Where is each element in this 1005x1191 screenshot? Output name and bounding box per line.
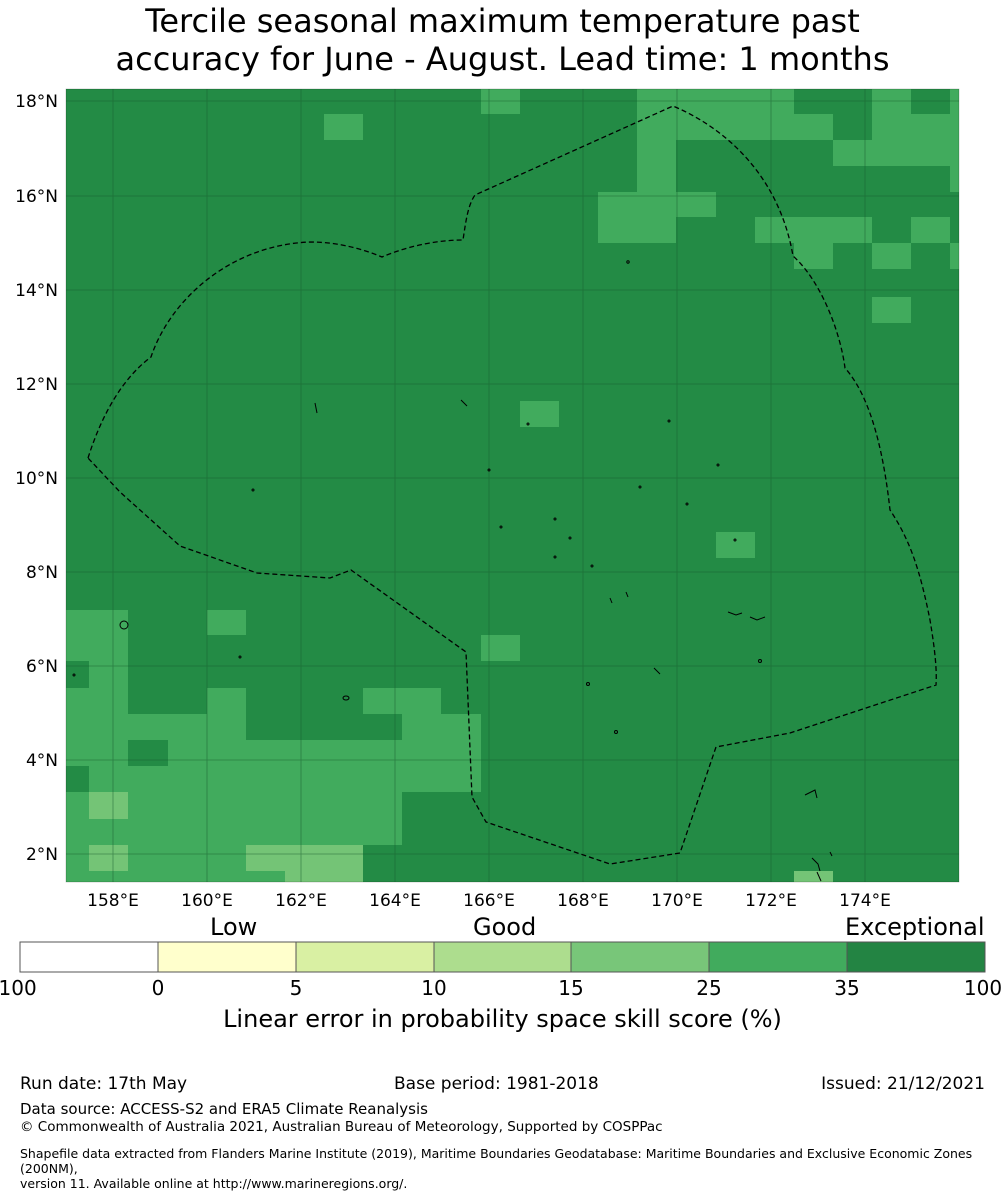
lon-label: 166°E	[463, 891, 515, 911]
lon-label: 168°E	[557, 891, 609, 911]
colorbar-segment	[19, 941, 159, 973]
colorbar-title: Linear error in probability space skill …	[223, 1005, 782, 1033]
latitude-labels: 18°N 16°N 14°N 12°N 10°N 8°N 6°N 4°N 2°N	[15, 92, 58, 865]
islands	[72, 260, 833, 882]
category-low: Low	[210, 913, 258, 941]
colorbar-segment	[433, 941, 572, 973]
lat-label: 12°N	[15, 375, 58, 395]
issued-date: Issued: 21/12/2021	[821, 1074, 985, 1094]
skill-cells-35-patches	[66, 661, 168, 792]
colorbar-segment	[570, 941, 710, 973]
shapefile-credit: Shapefile data extracted from Flanders M…	[20, 1146, 1005, 1191]
base-period: Base period: 1981-2018	[394, 1074, 599, 1094]
title-line-1: Tercile seasonal maximum temperature pas…	[145, 2, 860, 40]
colorbar-segment	[846, 941, 986, 973]
map-gridlines	[66, 89, 959, 882]
category-exceptional: Exceptional	[845, 913, 985, 941]
lat-label: 10°N	[15, 469, 58, 489]
lat-label: 4°N	[26, 751, 58, 771]
colorbar-segment	[157, 941, 297, 973]
colorbar	[19, 941, 986, 973]
lat-label: 14°N	[15, 281, 58, 301]
lon-label: 158°E	[87, 891, 139, 911]
lon-label: 172°E	[745, 891, 797, 911]
colorbar-tick: 35	[834, 976, 860, 1000]
title-line-2: accuracy for June - August. Lead time: 1…	[115, 40, 890, 78]
colorbar-tick: 0	[151, 976, 165, 1000]
data-source: Data source: ACCESS-S2 and ERA5 Climate …	[20, 1100, 428, 1118]
colorbar-tick: 15	[558, 976, 584, 1000]
eez-boundary	[87, 105, 937, 865]
lon-label: 174°E	[839, 891, 891, 911]
shapefile-credit-line-1: Shapefile data extracted from Flanders M…	[20, 1146, 973, 1176]
colorbar-tick: 25	[696, 976, 722, 1000]
colorbar-tick: -100	[0, 976, 37, 1000]
colorbar-segment	[708, 941, 848, 973]
lat-label: 16°N	[15, 187, 58, 207]
lon-label: 162°E	[275, 891, 327, 911]
colorbar-tick: 10	[421, 976, 447, 1000]
lat-label: 2°N	[26, 845, 58, 865]
run-date: Run date: 17th May	[20, 1074, 188, 1094]
lon-label: 164°E	[369, 891, 421, 911]
lat-label: 18°N	[15, 92, 58, 112]
chart-title: Tercile seasonal maximum temperature pas…	[0, 2, 1005, 78]
colorbar-tick: 5	[289, 976, 303, 1000]
longitude-labels: 158°E 160°E 162°E 164°E 166°E 168°E 170°…	[87, 891, 891, 911]
shapefile-credit-line-2: version 11. Available online at http://w…	[20, 1176, 408, 1191]
lat-label: 8°N	[26, 563, 58, 583]
skill-cells-15	[89, 792, 833, 882]
colorbar-tick: 100	[963, 976, 1003, 1000]
category-good: Good	[473, 913, 537, 941]
lat-label: 6°N	[26, 657, 58, 677]
lon-label: 170°E	[651, 891, 703, 911]
lon-label: 160°E	[181, 891, 233, 911]
copyright: © Commonwealth of Australia 2021, Austra…	[20, 1119, 663, 1135]
colorbar-segment	[295, 941, 435, 973]
